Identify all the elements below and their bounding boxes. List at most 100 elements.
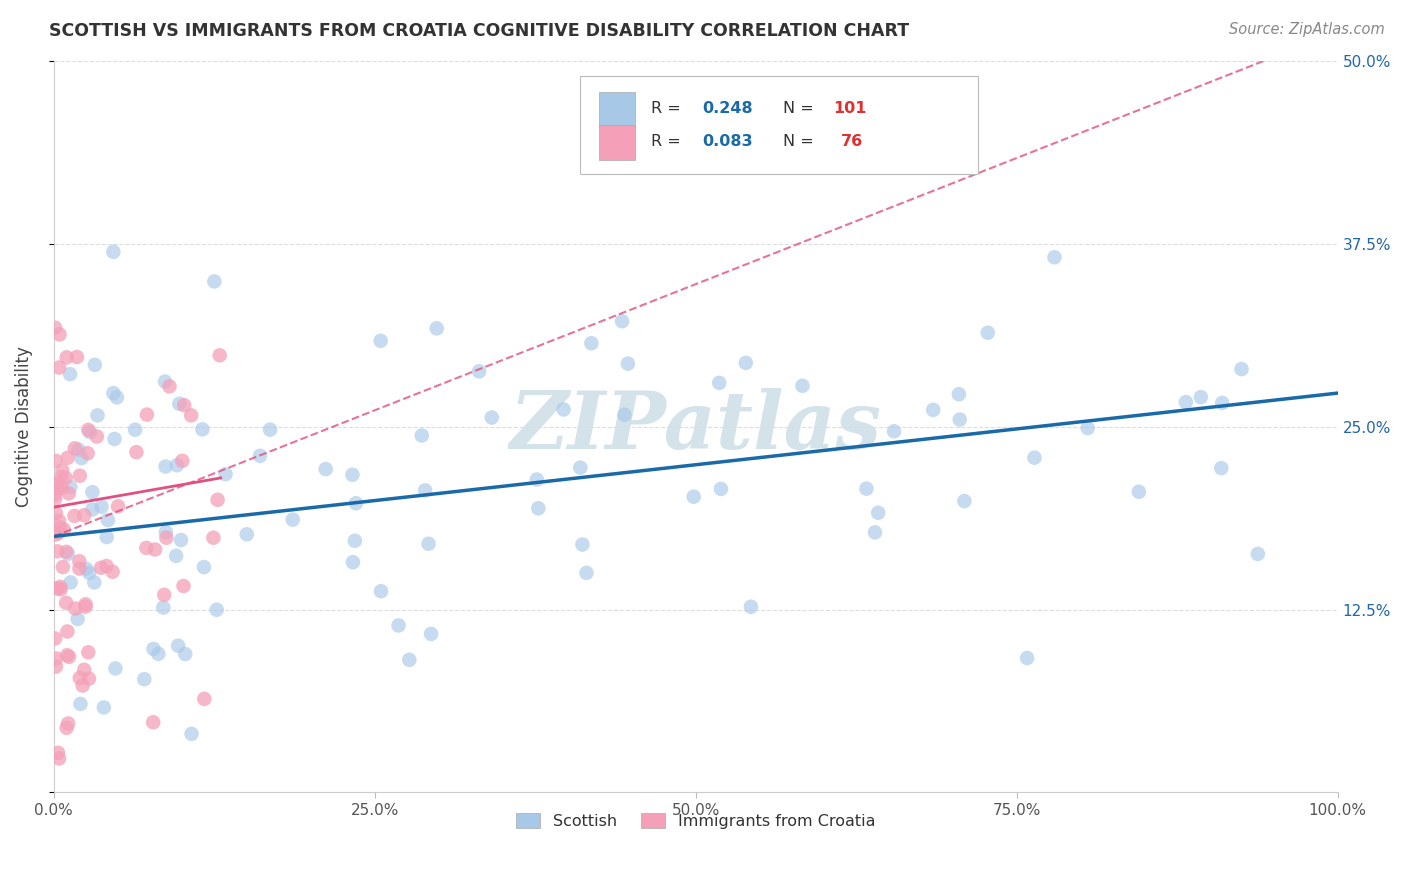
Text: Source: ZipAtlas.com: Source: ZipAtlas.com bbox=[1229, 22, 1385, 37]
Point bbox=[77, 566, 100, 580]
Point bbox=[1077, 421, 1099, 435]
Point bbox=[45, 454, 67, 468]
Point bbox=[682, 490, 704, 504]
Point bbox=[101, 565, 124, 579]
FancyBboxPatch shape bbox=[581, 76, 979, 175]
Point bbox=[193, 692, 215, 706]
Point bbox=[172, 454, 194, 468]
Point bbox=[77, 672, 100, 686]
Point bbox=[159, 379, 181, 393]
Point bbox=[174, 647, 197, 661]
Point bbox=[124, 423, 146, 437]
Point bbox=[792, 378, 814, 392]
Point bbox=[155, 459, 177, 474]
Point bbox=[553, 402, 575, 417]
Point bbox=[883, 424, 905, 438]
Point bbox=[180, 727, 202, 741]
Point bbox=[69, 468, 91, 483]
Point bbox=[173, 398, 195, 412]
Point bbox=[1024, 450, 1046, 465]
Text: R =: R = bbox=[651, 101, 686, 116]
Point bbox=[370, 584, 392, 599]
Point bbox=[855, 482, 877, 496]
Point bbox=[55, 596, 77, 610]
Point bbox=[83, 575, 105, 590]
Point bbox=[49, 470, 72, 484]
Point bbox=[48, 360, 70, 375]
Point bbox=[67, 554, 90, 568]
Point bbox=[52, 522, 75, 536]
Point bbox=[75, 562, 97, 576]
Point bbox=[96, 530, 118, 544]
Point bbox=[90, 560, 112, 574]
Point bbox=[55, 545, 77, 559]
Point bbox=[48, 514, 70, 528]
Point bbox=[148, 647, 170, 661]
Point bbox=[343, 533, 366, 548]
Point bbox=[236, 527, 259, 541]
Point bbox=[104, 661, 127, 675]
Text: N =: N = bbox=[783, 134, 818, 149]
Point bbox=[79, 425, 101, 439]
Text: 101: 101 bbox=[834, 101, 866, 116]
Point bbox=[103, 432, 125, 446]
Point bbox=[420, 627, 443, 641]
Point bbox=[45, 476, 67, 491]
Point bbox=[710, 482, 733, 496]
Point bbox=[868, 506, 890, 520]
Point bbox=[581, 336, 603, 351]
Point bbox=[1189, 390, 1212, 404]
Point bbox=[58, 649, 80, 664]
Point bbox=[72, 679, 94, 693]
Point bbox=[398, 653, 420, 667]
Point bbox=[709, 376, 731, 390]
Point bbox=[1211, 396, 1233, 410]
Point bbox=[173, 579, 195, 593]
Point bbox=[56, 716, 79, 731]
Point bbox=[166, 458, 188, 473]
Point bbox=[55, 721, 77, 735]
Point bbox=[922, 403, 945, 417]
Point bbox=[45, 651, 67, 665]
Point bbox=[52, 560, 75, 574]
Point bbox=[169, 397, 191, 411]
Text: 0.248: 0.248 bbox=[702, 101, 752, 116]
Point bbox=[1247, 547, 1270, 561]
Point bbox=[55, 471, 77, 485]
Point bbox=[67, 561, 90, 575]
Point bbox=[67, 442, 90, 457]
Point bbox=[70, 451, 93, 466]
Point bbox=[249, 449, 271, 463]
Point bbox=[1128, 484, 1150, 499]
Point bbox=[208, 348, 231, 362]
Point bbox=[342, 555, 364, 569]
Point bbox=[49, 580, 72, 594]
Point bbox=[135, 408, 157, 422]
Point bbox=[46, 746, 69, 760]
Point bbox=[75, 599, 97, 614]
Point bbox=[45, 506, 67, 520]
Point bbox=[59, 575, 82, 590]
Point bbox=[481, 410, 503, 425]
Point bbox=[46, 481, 69, 495]
Point bbox=[152, 600, 174, 615]
Point bbox=[1174, 395, 1197, 409]
Text: 76: 76 bbox=[841, 134, 863, 149]
Point bbox=[949, 412, 972, 426]
Point bbox=[86, 409, 108, 423]
Point bbox=[180, 409, 202, 423]
Point bbox=[165, 549, 187, 563]
Point bbox=[526, 473, 548, 487]
Point bbox=[82, 502, 104, 516]
Point bbox=[153, 375, 176, 389]
Point bbox=[155, 525, 177, 540]
Point bbox=[63, 442, 86, 456]
Point bbox=[56, 648, 79, 663]
Point bbox=[468, 364, 491, 378]
Point bbox=[66, 350, 89, 364]
FancyBboxPatch shape bbox=[599, 92, 636, 127]
Point bbox=[51, 463, 73, 477]
Point bbox=[59, 367, 82, 381]
Point bbox=[948, 387, 970, 401]
Point bbox=[44, 320, 66, 334]
